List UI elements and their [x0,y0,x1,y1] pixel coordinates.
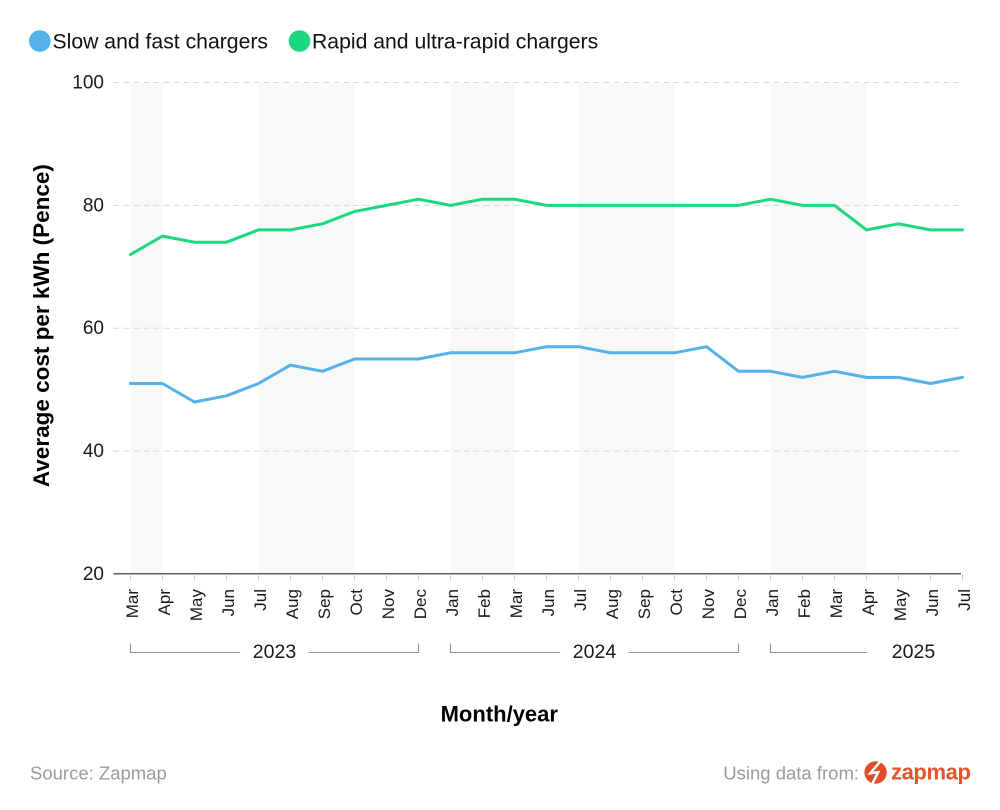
svg-text:Jan: Jan [763,589,782,616]
svg-text:Oct: Oct [667,589,686,616]
svg-text:Jun: Jun [219,589,238,616]
svg-text:Slow and fast chargers: Slow and fast chargers [53,31,269,54]
svg-text:100: 100 [72,73,104,94]
svg-text:Average cost per kWh (Pence): Average cost per kWh (Pence) [29,164,54,487]
svg-text:zapmap: zapmap [891,760,971,785]
svg-text:Aug: Aug [603,589,622,619]
svg-text:Source: Zapmap: Source: Zapmap [30,762,167,783]
svg-text:Sep: Sep [635,589,654,619]
svg-text:Mar: Mar [123,589,142,619]
svg-text:Using data from:: Using data from: [723,762,859,783]
svg-text:Apr: Apr [155,589,174,616]
svg-text:May: May [187,589,206,622]
svg-text:Oct: Oct [347,589,366,616]
svg-text:Month/year: Month/year [441,702,559,727]
svg-text:Sep: Sep [315,589,334,619]
svg-text:2023: 2023 [253,641,296,663]
svg-text:Mar: Mar [507,589,526,619]
svg-text:Dec: Dec [411,589,430,620]
svg-text:2024: 2024 [573,641,617,663]
svg-text:Apr: Apr [859,589,878,616]
svg-text:Dec: Dec [731,589,750,620]
svg-text:Jul: Jul [251,589,270,611]
svg-text:Jul: Jul [571,589,590,611]
svg-text:80: 80 [83,195,104,216]
svg-text:Jun: Jun [539,589,558,616]
svg-text:Nov: Nov [379,589,398,620]
svg-text:Mar: Mar [827,589,846,619]
svg-text:60: 60 [83,318,104,339]
svg-text:Nov: Nov [699,589,718,620]
svg-text:2025: 2025 [892,641,936,663]
svg-text:Jul: Jul [955,589,974,611]
svg-text:Jan: Jan [443,589,462,616]
svg-text:40: 40 [83,441,104,462]
svg-text:Feb: Feb [475,589,494,618]
svg-text:Feb: Feb [795,589,814,618]
svg-text:20: 20 [83,564,104,585]
svg-text:Rapid and ultra-rapid chargers: Rapid and ultra-rapid chargers [312,31,598,54]
svg-text:Aug: Aug [283,589,302,619]
svg-text:Jun: Jun [923,589,942,616]
svg-text:May: May [891,589,910,622]
